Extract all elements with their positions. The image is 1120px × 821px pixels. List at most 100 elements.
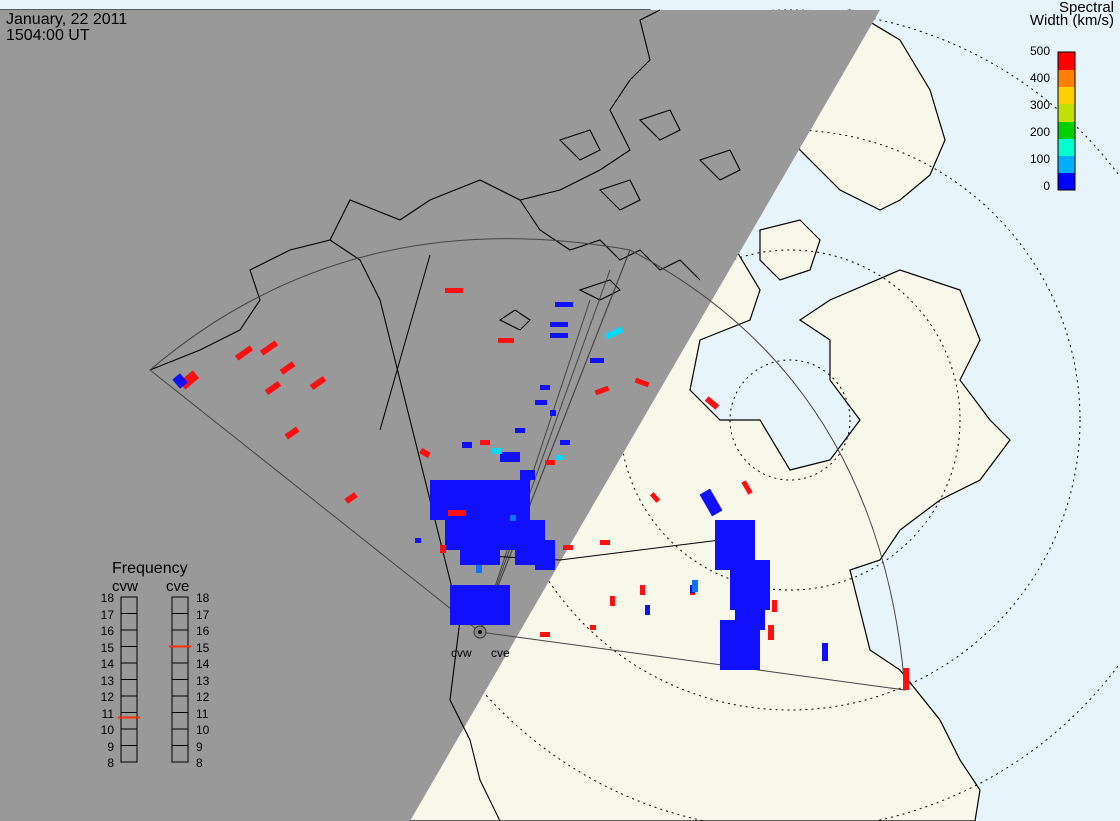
frequency-scale-cvw: 16 xyxy=(100,624,114,638)
colorbar-slice xyxy=(1058,166,1075,168)
echo-cell xyxy=(440,545,446,553)
frequency-col-cvw: cvw xyxy=(112,578,138,595)
frequency-scale-cve: 12 xyxy=(196,690,210,704)
colorbar-slice xyxy=(1058,153,1075,155)
frequency-scale-cve: 16 xyxy=(196,624,210,638)
colorbar-slice xyxy=(1058,133,1075,135)
frequency-scale-cve: 14 xyxy=(196,657,210,671)
colorbar-slice xyxy=(1058,174,1075,176)
frequency-scale-cve: 13 xyxy=(196,673,210,688)
fov-outlines xyxy=(149,238,906,691)
frequency-scale-cvw: 11 xyxy=(101,706,114,721)
colorbar-slice xyxy=(1058,105,1075,107)
frequency-scale-cvw: 15 xyxy=(100,640,114,655)
colorbar-slice xyxy=(1058,144,1075,146)
echo-cell xyxy=(476,565,482,573)
colorbar-slice xyxy=(1058,74,1075,76)
echo-cell xyxy=(535,540,555,570)
colorbar-slice xyxy=(1058,84,1075,86)
colorbar-slice xyxy=(1058,167,1075,169)
colorbar-slice xyxy=(1058,72,1075,74)
colorbar-slice xyxy=(1058,146,1075,148)
colorbar-slice xyxy=(1058,122,1075,124)
colorbar-slice xyxy=(1058,182,1075,184)
colorbar-slice xyxy=(1058,111,1075,113)
colorbar-tick-200: 200 xyxy=(1029,125,1050,139)
colorbar-slice xyxy=(1058,176,1075,178)
colorbar-slice xyxy=(1058,61,1075,63)
echo-cell xyxy=(264,380,282,396)
echo-cell xyxy=(604,326,624,340)
colorbar-slice xyxy=(1058,106,1075,108)
colorbar-slice xyxy=(1058,127,1075,129)
echo-cell xyxy=(610,596,615,606)
colorbar-slice xyxy=(1058,83,1075,85)
echo-cell xyxy=(540,632,550,637)
echo-cell xyxy=(419,447,431,459)
colorbar-slice xyxy=(1058,109,1075,111)
frequency-scale-cvw: 8 xyxy=(107,756,114,770)
station-label-cvw: cvw xyxy=(451,646,472,660)
colorbar-slice xyxy=(1058,171,1075,173)
colorbar-slice xyxy=(1058,71,1075,73)
colorbar-slice xyxy=(1058,57,1075,59)
colorbar-slice xyxy=(1058,126,1075,128)
frequency-scale-cve: 17 xyxy=(196,607,210,622)
colorbar-slice xyxy=(1058,82,1075,84)
colorbar-slice xyxy=(1058,164,1075,166)
colorbar-slice xyxy=(1058,141,1075,143)
colorbar-slice xyxy=(1058,56,1075,58)
colorbar-slice xyxy=(1058,181,1075,183)
colorbar-slice xyxy=(1058,103,1075,105)
colorbar-slice xyxy=(1058,62,1075,64)
colorbar-slice xyxy=(1058,100,1075,102)
echo-cell xyxy=(448,510,466,516)
colorbar-slice xyxy=(1058,165,1075,167)
colorbar-slice xyxy=(1058,128,1075,130)
colorbar-slice xyxy=(1058,113,1075,115)
echo-cell xyxy=(510,515,516,521)
echo-cell xyxy=(903,668,909,690)
colorbar-slice xyxy=(1058,86,1075,88)
colorbar-slice xyxy=(1058,140,1075,142)
colorbar-slice xyxy=(1058,79,1075,81)
colorbar-slice xyxy=(1058,81,1075,83)
colorbar-slice xyxy=(1058,73,1075,75)
colorbar-slice xyxy=(1058,134,1075,136)
colorbar-tick-500: 500 xyxy=(1029,44,1050,58)
colorbar-slice xyxy=(1058,91,1075,93)
echo-cell xyxy=(515,428,525,433)
colorbar-slice xyxy=(1058,116,1075,118)
echo-cell xyxy=(172,373,188,389)
echo-cell xyxy=(590,358,604,363)
echo-cell xyxy=(450,585,510,625)
colorbar-slice xyxy=(1058,149,1075,151)
colorbar-slice xyxy=(1058,68,1075,70)
colorbar-slice xyxy=(1058,63,1075,65)
colorbar-slice xyxy=(1058,107,1075,109)
colorbar-slice xyxy=(1058,55,1075,57)
colorbar-slice xyxy=(1058,87,1075,89)
colorbar-slice xyxy=(1058,186,1075,188)
echo-cell xyxy=(704,396,720,410)
colorbar-slice xyxy=(1058,152,1075,154)
colorbar-slice xyxy=(1058,185,1075,187)
echo-cell xyxy=(600,540,610,545)
colorbar-slice xyxy=(1058,139,1075,141)
colorbar-slice xyxy=(1058,172,1075,174)
echo-cell xyxy=(279,361,296,375)
colorbar-slice xyxy=(1058,130,1075,132)
frequency-title: Frequency xyxy=(112,560,188,577)
colorbar-tick-400: 400 xyxy=(1029,71,1050,85)
colorbar-slice xyxy=(1058,75,1075,77)
echo-cell xyxy=(415,538,421,543)
frequency-scale-cvw: 10 xyxy=(100,723,114,737)
echo-cell xyxy=(550,322,568,327)
echo-cell xyxy=(699,488,723,517)
echo-cell xyxy=(535,400,547,405)
colorbar-slice xyxy=(1058,52,1075,54)
echo-cell xyxy=(555,455,563,460)
frequency-cell-cvw xyxy=(120,745,138,763)
colorbar-tick-0: 0 xyxy=(1043,179,1050,193)
